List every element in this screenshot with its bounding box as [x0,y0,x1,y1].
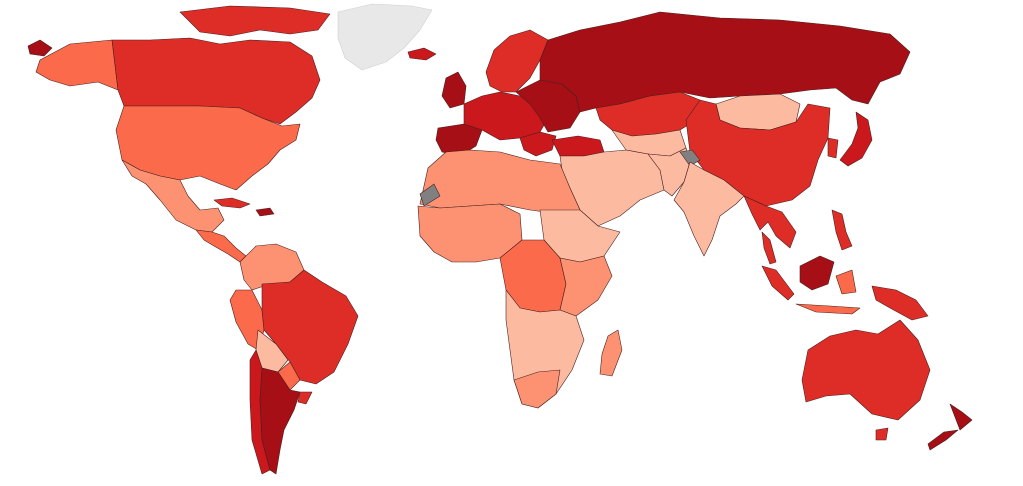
sumatra [761,265,795,301]
balkans [519,131,557,157]
hispaniola [255,207,275,217]
tasmania [875,427,889,441]
australia [801,319,931,421]
indochina [743,195,797,249]
korea [827,137,839,159]
new-guinea [871,285,929,321]
borneo [799,255,835,291]
indonesia-east [795,269,861,315]
alaska [35,39,119,91]
russia [539,11,911,113]
india [673,161,745,257]
argentina [259,367,301,475]
philippines [831,209,853,251]
western-sahara [419,183,441,207]
disputed-area [679,149,701,167]
brazil [261,269,359,385]
japan [839,111,873,167]
madagascar [599,329,623,377]
mexico [121,159,225,233]
cuba [213,197,251,209]
uruguay [297,391,313,405]
canada-arctic-islands [179,5,331,37]
iceland [407,47,437,61]
new-zealand [927,403,973,451]
south-africa [513,369,561,409]
greenland [337,3,433,71]
east-africa [559,255,613,317]
malay-peninsula [761,231,777,265]
alaska-islands [27,39,53,57]
